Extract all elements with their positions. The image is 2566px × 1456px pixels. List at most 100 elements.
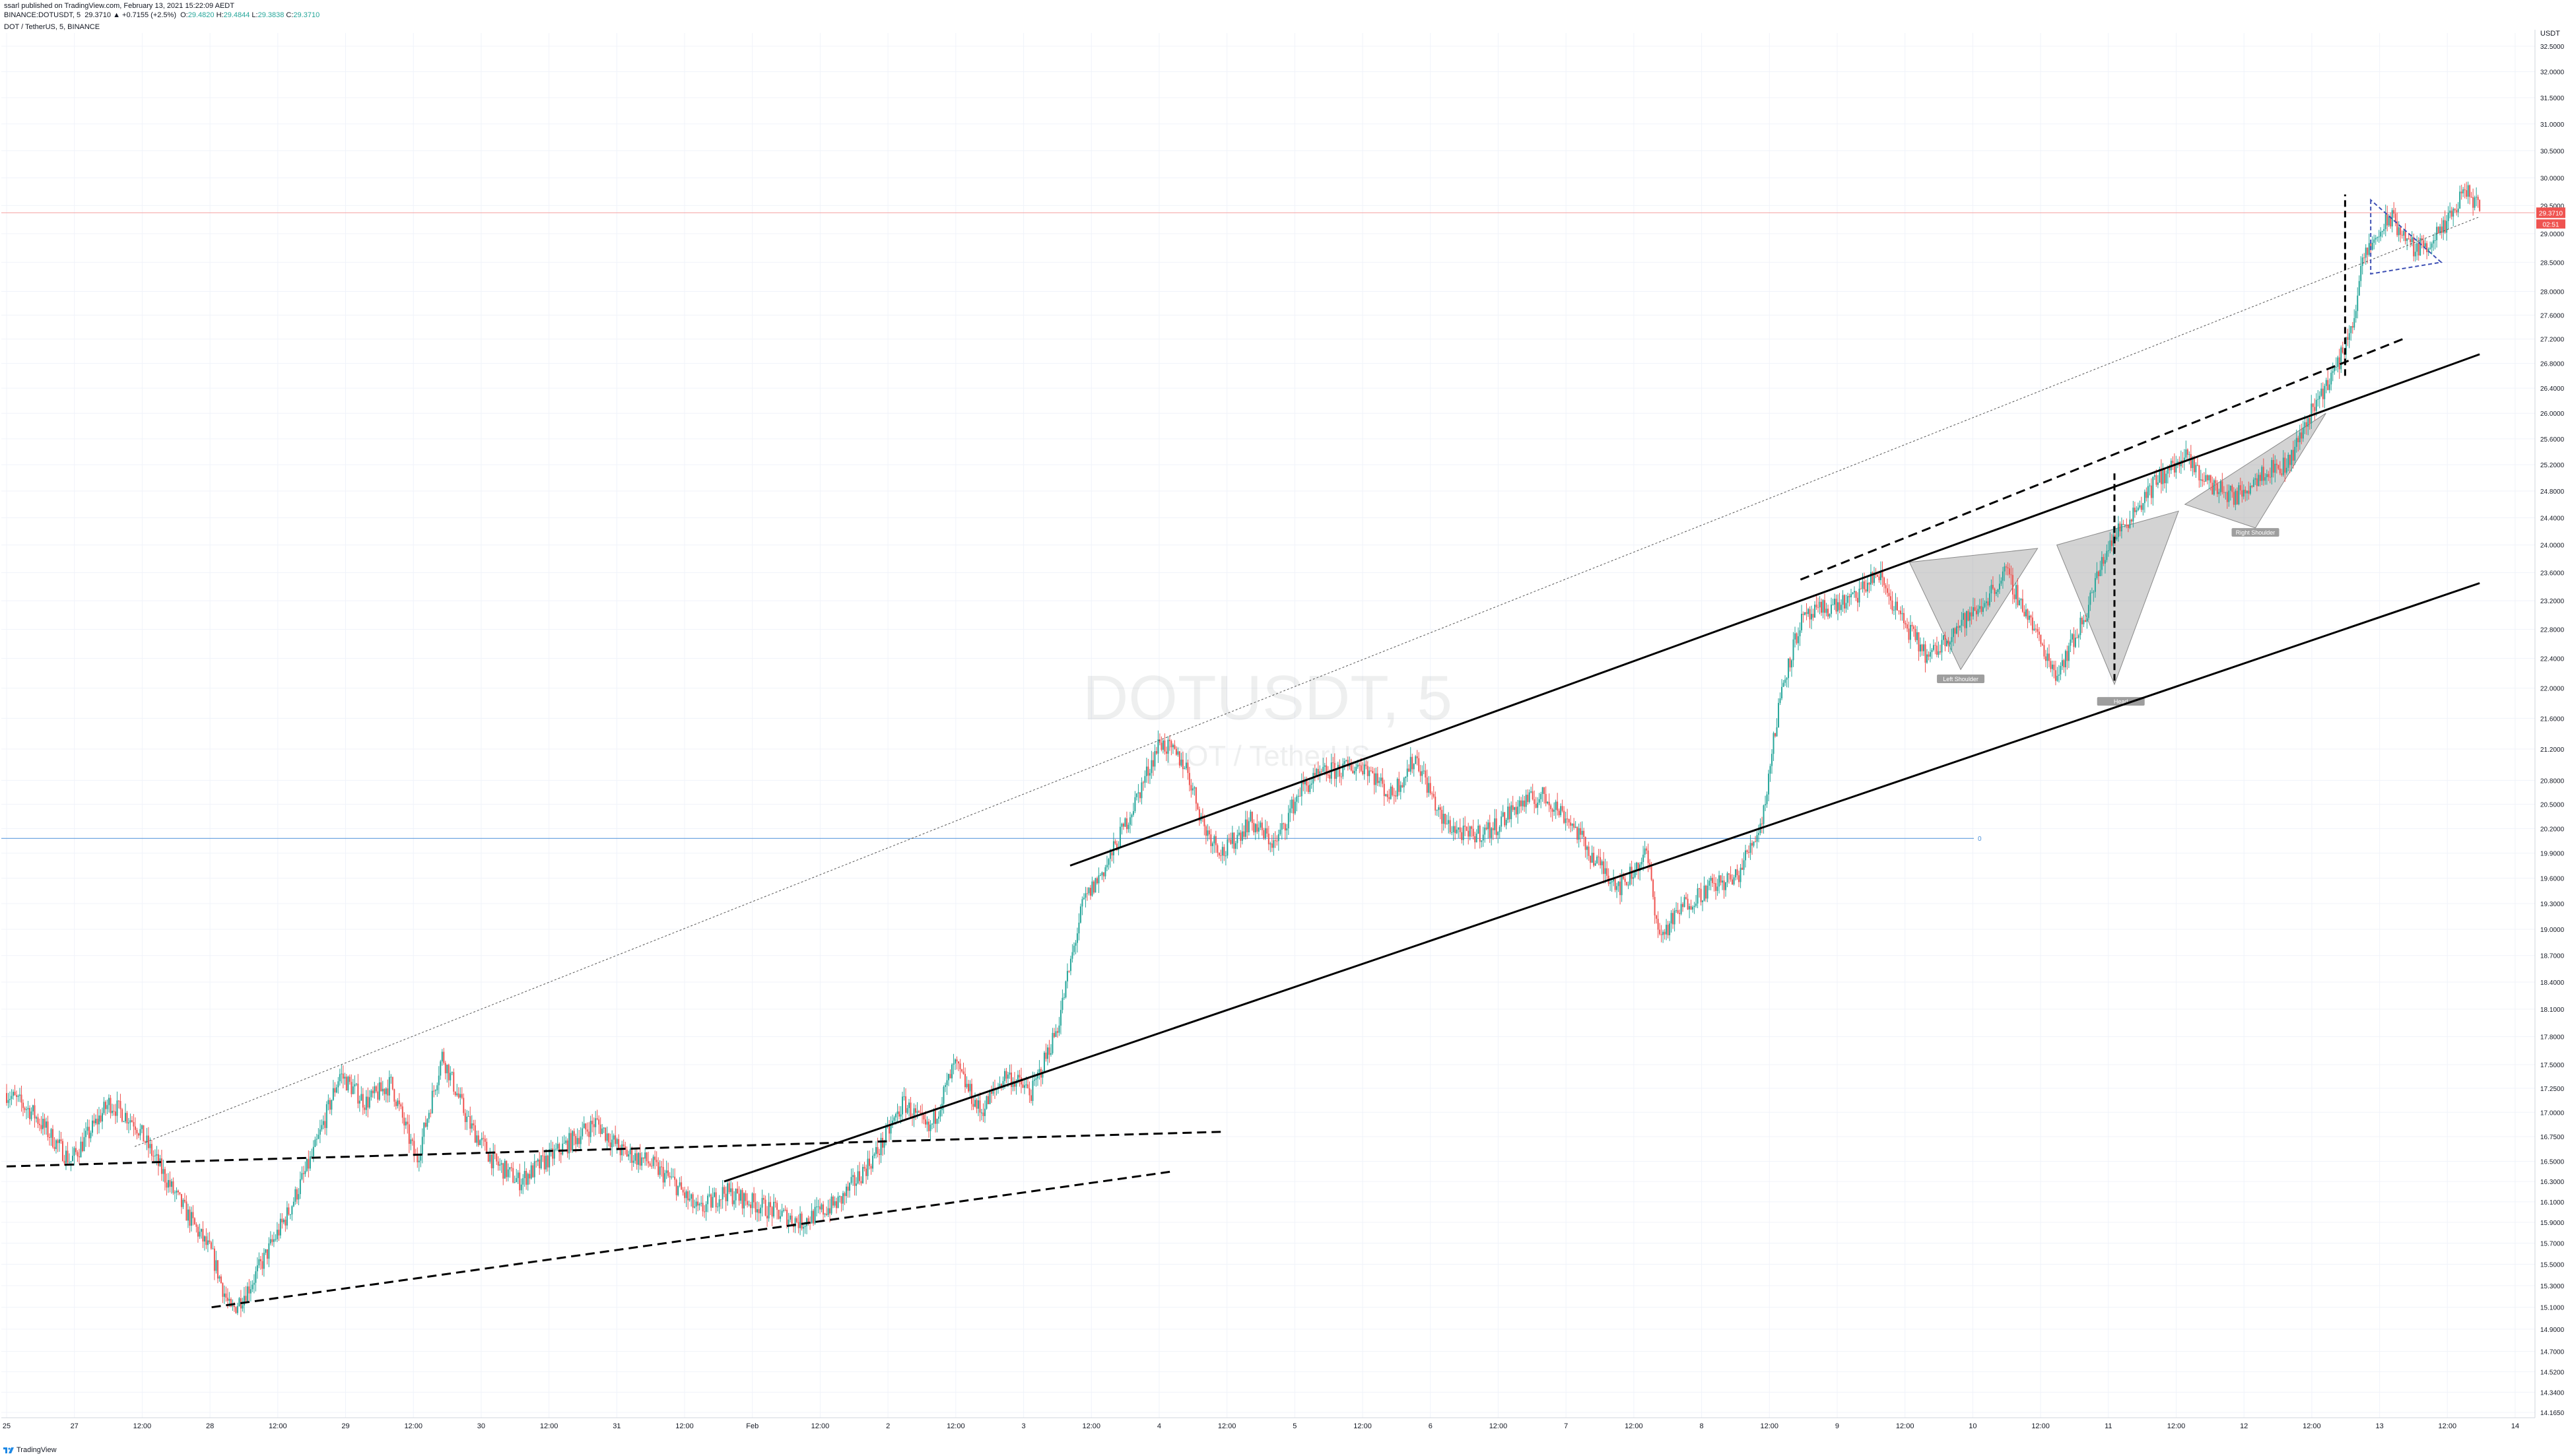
candle-body — [849, 1183, 851, 1191]
candle-body — [1184, 768, 1186, 770]
candle-body — [55, 1140, 57, 1149]
candle-body — [1550, 805, 1552, 809]
candle-body — [1505, 820, 1507, 826]
candle-body — [1504, 812, 1506, 826]
y-tick-label: 14.5200 — [2540, 1369, 2565, 1376]
candle-body — [1710, 877, 1712, 881]
candle-body — [771, 1207, 773, 1217]
candle-body — [273, 1239, 275, 1242]
candle-body — [2256, 478, 2258, 486]
candle-body — [1624, 878, 1626, 882]
candle-body — [692, 1194, 694, 1208]
candle-body — [2200, 479, 2202, 480]
candle-body — [1502, 812, 1504, 817]
candle-body — [882, 1138, 884, 1148]
candle-body — [2130, 519, 2132, 522]
candle-body — [1596, 856, 1598, 863]
candle-body — [2140, 505, 2142, 510]
candle-body — [1370, 770, 1372, 772]
y-tick-label: 32.0000 — [2540, 69, 2565, 77]
candle-body — [50, 1129, 52, 1138]
candle-body — [857, 1171, 859, 1184]
candle-body — [1939, 651, 1941, 653]
candle-body — [1492, 828, 1494, 830]
candle-body — [2186, 449, 2188, 455]
candle-body — [1718, 875, 1720, 887]
candle-body — [1263, 830, 1265, 838]
candle-body — [2444, 220, 2446, 233]
candle-body — [1571, 823, 1573, 826]
candle-body — [1027, 1084, 1029, 1088]
candle-body — [639, 1152, 641, 1166]
candle-body — [1666, 925, 1668, 935]
candle-body — [111, 1111, 113, 1113]
candle-body — [2235, 490, 2237, 505]
candle-body — [1916, 632, 1918, 640]
x-tick-label: 12:00 — [404, 1422, 422, 1430]
candle-body — [1945, 640, 1947, 646]
candle-body — [2284, 457, 2286, 473]
candle-body — [1475, 833, 1477, 843]
candle-body — [661, 1166, 663, 1168]
candle-body — [1307, 785, 1309, 792]
candle-body — [146, 1135, 148, 1143]
candle-body — [367, 1096, 369, 1108]
candle-body — [1583, 830, 1585, 838]
candle-body — [1238, 832, 1240, 835]
candle-body — [1385, 794, 1387, 797]
candle-body — [1773, 733, 1774, 754]
candle-body — [2144, 492, 2145, 504]
candle-body — [1558, 811, 1560, 816]
candle-body — [1921, 644, 1923, 651]
candle-body — [2185, 449, 2187, 458]
candle-body — [426, 1119, 428, 1127]
candle-body — [527, 1174, 529, 1185]
candle-body — [1497, 832, 1499, 836]
candle-body — [1491, 828, 1493, 838]
candle-body — [1739, 867, 1741, 882]
candle-body — [160, 1158, 162, 1174]
candle-body — [2464, 189, 2466, 191]
candle-body — [1112, 841, 1114, 855]
candle-body — [1633, 877, 1635, 879]
candle-body — [118, 1100, 119, 1102]
x-tick-label: 3 — [1021, 1422, 1025, 1430]
candle-body — [1896, 601, 1898, 611]
candle-body — [179, 1192, 181, 1195]
candle-body — [1974, 607, 1976, 611]
candle-body — [623, 1144, 625, 1146]
candle-body — [1157, 739, 1159, 754]
candle-body — [1906, 624, 1908, 629]
candle-body — [1017, 1075, 1019, 1081]
candle-body — [859, 1171, 861, 1181]
y-tick-label: 15.9000 — [2540, 1220, 2565, 1227]
candle-body — [1418, 758, 1420, 772]
candle-body — [1137, 792, 1139, 794]
candle-body — [1918, 632, 1920, 652]
candle-body — [1807, 609, 1809, 614]
candle-body — [1175, 748, 1177, 755]
candle-body — [308, 1158, 310, 1169]
candle-body — [322, 1121, 324, 1125]
candle-body — [2384, 214, 2386, 230]
candle-body — [986, 1096, 988, 1109]
candle-body — [172, 1181, 174, 1193]
candle-body — [532, 1165, 534, 1177]
candle-body — [638, 1152, 640, 1165]
candle-body — [1211, 843, 1213, 846]
candle-body — [428, 1113, 430, 1119]
candle-body — [2446, 220, 2448, 233]
candle-body — [403, 1117, 405, 1126]
candle-body — [1621, 876, 1623, 896]
candle-body — [2053, 664, 2055, 671]
candle-body — [1322, 766, 1324, 772]
candle-body — [499, 1164, 501, 1166]
candle-body — [1340, 776, 1342, 778]
x-tick-label: 12:00 — [133, 1422, 152, 1430]
candle-body — [2064, 651, 2066, 668]
candle-body — [2431, 243, 2433, 248]
candle-body — [1545, 793, 1547, 804]
candle-body — [1872, 572, 1874, 583]
candle-body — [2390, 216, 2392, 227]
